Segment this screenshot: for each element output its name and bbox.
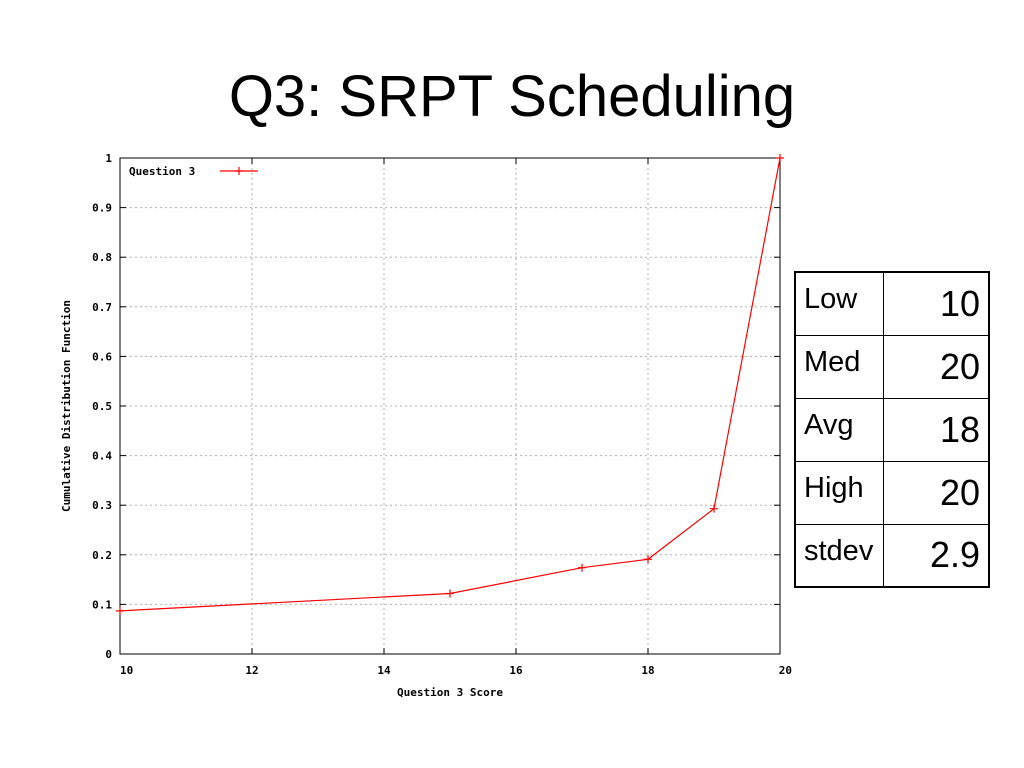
y-tick-label: 0.4: [92, 450, 112, 463]
data-point: [116, 606, 124, 615]
y-tick-label: 0.1: [92, 598, 112, 611]
stats-label: Low: [794, 271, 884, 336]
y-tick-label: 0.9: [92, 202, 112, 215]
y-tick-label: 0.6: [92, 350, 112, 363]
data-point: [710, 504, 718, 513]
y-tick-label: 0.7: [92, 301, 112, 314]
stats-label: Avg: [794, 397, 884, 462]
data-point: [644, 555, 652, 564]
y-tick-label: 0: [105, 648, 112, 661]
x-tick-label: 16: [509, 664, 523, 677]
stats-row-med: Med 20: [794, 334, 990, 399]
stats-value: 2.9: [882, 523, 990, 588]
stats-value: 20: [882, 334, 990, 399]
stats-row-stdev: stdev 2.9: [794, 523, 990, 588]
legend-marker: [235, 167, 243, 175]
stats-label: High: [794, 460, 884, 525]
stats-label: stdev: [794, 523, 884, 588]
y-tick-label: 0.2: [92, 549, 112, 562]
x-tick-label: 12: [245, 664, 258, 677]
y-tick-label: 0.5: [92, 400, 112, 413]
stats-value: 18: [882, 397, 990, 462]
stats-row-avg: Avg 18: [794, 397, 990, 462]
legend-label: Question 3: [129, 165, 195, 178]
stats-value: 20: [882, 460, 990, 525]
stats-label: Med: [794, 334, 884, 399]
y-tick-label: 1: [105, 152, 112, 165]
x-axis-label: Question 3 Score: [397, 686, 503, 699]
y-tick-label: 0.8: [92, 251, 112, 264]
y-tick-label: 0.3: [92, 499, 112, 512]
x-tick-label: 20: [779, 664, 792, 677]
data-point: [776, 154, 784, 162]
x-tick-label: 14: [377, 664, 391, 677]
x-tick-label: 18: [641, 664, 654, 677]
data-point: [446, 589, 454, 598]
slide-title: Q3: SRPT Scheduling: [228, 64, 796, 129]
stats-row-high: High 20: [794, 460, 990, 525]
series-line: [119, 157, 781, 612]
y-axis-label: Cumulative Distribution Function: [60, 300, 73, 512]
stats-table: Low 10 Med 20 Avg 18 High 20 stdev 2.9: [794, 271, 990, 588]
stats-value: 10: [882, 271, 990, 336]
stats-row-low: Low 10: [794, 271, 990, 336]
data-point: [578, 563, 586, 572]
x-tick-label: 10: [120, 664, 133, 677]
